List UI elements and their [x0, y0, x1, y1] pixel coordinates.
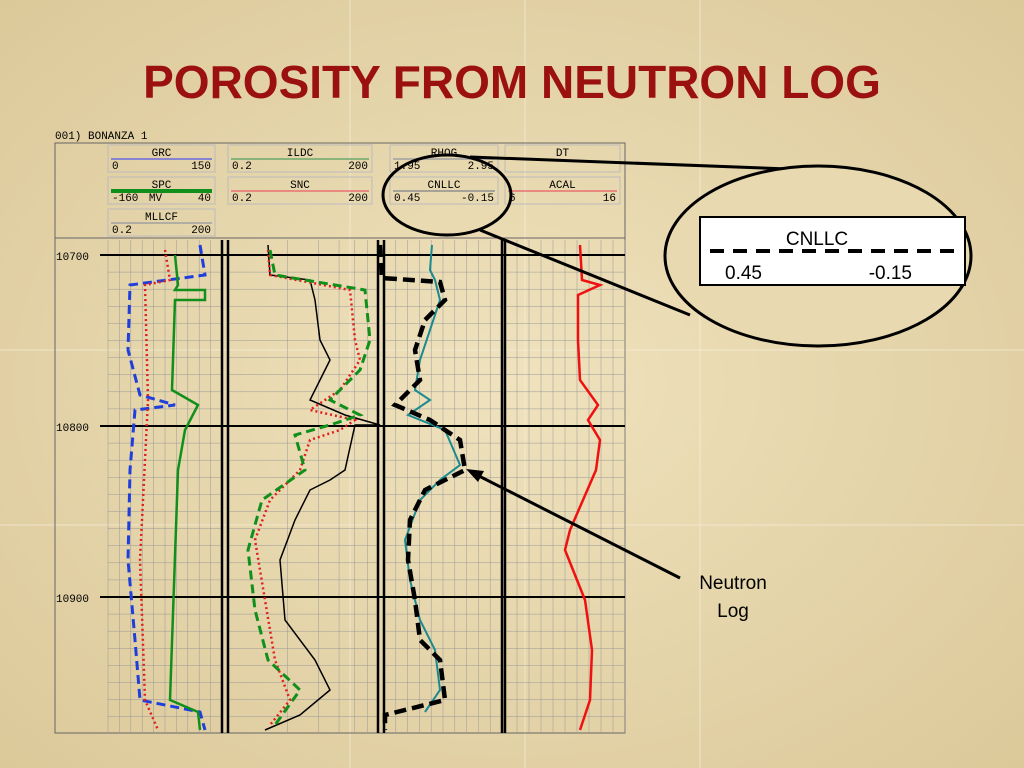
header-box	[107, 176, 216, 205]
header-box	[389, 176, 499, 205]
scale-right: 16	[603, 193, 616, 205]
curve-name: CNLLC	[427, 180, 460, 192]
curve-name: GRC	[152, 148, 172, 160]
curve-name: MLLCF	[145, 212, 178, 224]
header-box	[504, 176, 621, 205]
scale-right: 150	[191, 161, 211, 173]
curve-name: ACAL	[549, 180, 575, 192]
curve-name: SNC	[290, 180, 310, 192]
scale-right: -0.15	[461, 193, 494, 205]
header-box	[107, 208, 216, 237]
callout-left: 0.45	[725, 263, 762, 284]
grc-curve	[126, 244, 207, 731]
connector-line	[479, 228, 691, 317]
scale-right: 200	[191, 225, 211, 237]
scale-left: 0.45	[394, 193, 420, 205]
scale-left: 1.95	[394, 161, 420, 173]
depth-label: 10800	[56, 423, 89, 435]
header-box	[227, 176, 373, 205]
log-curves	[126, 244, 604, 731]
annotation-text: Neutron	[699, 573, 767, 594]
slide-title: POROSITY FROM NEUTRON LOG	[143, 56, 881, 108]
scale-left: -160	[112, 193, 138, 205]
scale-left: 6	[509, 193, 516, 205]
callout-right: -0.15	[869, 263, 912, 284]
annotation-text: Log	[717, 601, 749, 622]
scale-unit: MV	[149, 193, 163, 205]
curve-name: ILDC	[287, 148, 314, 160]
highlight-ellipse	[381, 153, 513, 237]
spc-curve	[168, 254, 207, 731]
dt-curve	[563, 244, 604, 731]
scale-left: 0.2	[112, 225, 132, 237]
depth-label: 10700	[56, 252, 89, 264]
scale-left: 0.2	[232, 161, 252, 173]
scale-left: 0	[112, 161, 119, 173]
header-box	[107, 144, 216, 173]
scale-right: 200	[348, 161, 368, 173]
arrow-head	[466, 469, 484, 482]
header-box	[227, 144, 373, 173]
well-name: 001) BONANZA 1	[55, 131, 148, 143]
scale-right: 200	[348, 193, 368, 205]
mllcf-curve	[264, 244, 381, 731]
depth-label: 10900	[56, 594, 89, 606]
callout-name: CNLLC	[786, 229, 848, 250]
scale-left: 0.2	[232, 193, 252, 205]
cnllc-curve	[377, 244, 468, 730]
acal-curve	[138, 249, 172, 731]
ildc-curve	[246, 249, 372, 726]
log-grid	[55, 237, 626, 733]
arrow-shaft	[474, 472, 681, 580]
curve-name: DT	[556, 148, 570, 160]
scale-right: 40	[198, 193, 211, 205]
